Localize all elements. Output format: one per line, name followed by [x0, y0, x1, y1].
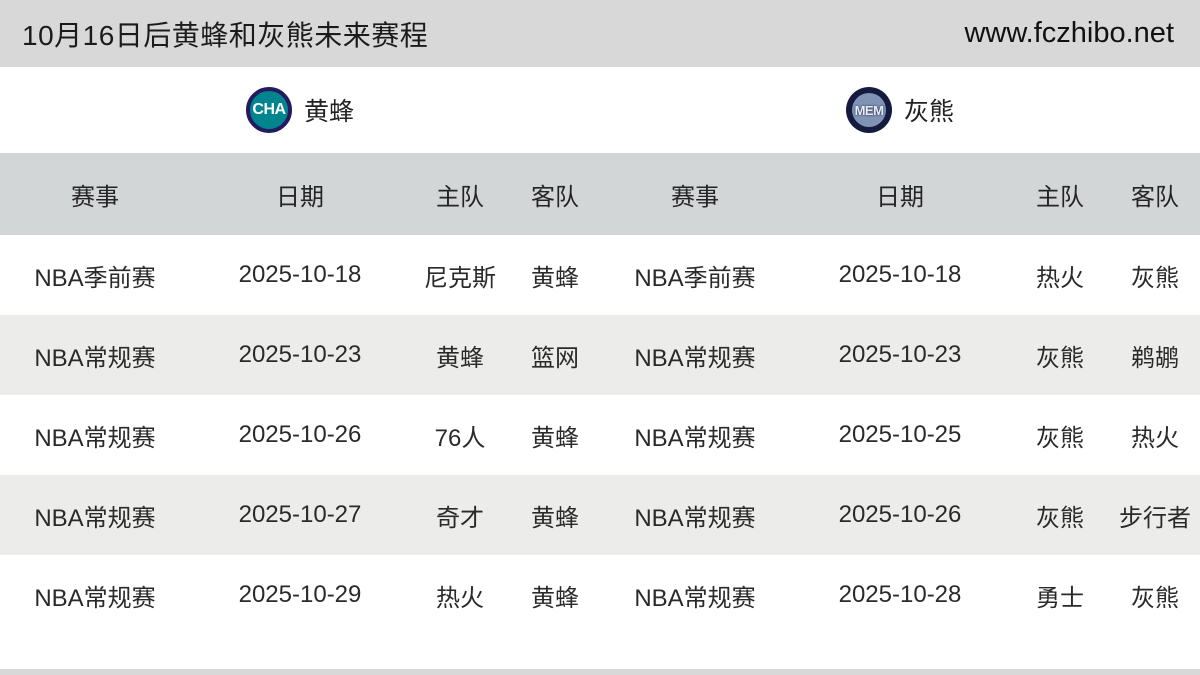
- grizzlies-logo-inner: MEM: [851, 93, 886, 127]
- cell-away: 灰熊: [1131, 584, 1179, 612]
- header-bar: 10月16日后黄蜂和灰熊未来赛程 www.fczhibo.net: [0, 0, 1200, 67]
- cell-date: 2025-10-18: [838, 261, 962, 288]
- cell-home: 热火: [436, 584, 484, 612]
- cell-event: NBA常规赛: [34, 344, 156, 372]
- cell-home: 灰熊: [1036, 344, 1084, 372]
- cell-home: 黄蜂: [436, 344, 484, 372]
- col-header-home-right: 主队: [1036, 183, 1084, 211]
- page-title: 10月16日后黄蜂和灰熊未来赛程: [22, 19, 429, 51]
- cell-away: 黄蜂: [531, 584, 579, 612]
- cell-event: NBA常规赛: [34, 584, 156, 612]
- cell-away: 鹈鹕: [1131, 344, 1179, 372]
- col-header-home-left: 主队: [436, 183, 484, 211]
- cell-home: 灰熊: [1036, 424, 1084, 452]
- team-hornets: CHA 黄蜂: [0, 67, 600, 153]
- cell-event: NBA常规赛: [34, 424, 156, 452]
- col-header-away-left: 客队: [531, 183, 579, 211]
- team-grizzlies: MEM 灰熊: [600, 67, 1200, 153]
- cell-away: 篮网: [531, 344, 579, 372]
- table-row: NBA常规赛 2025-10-23 黄蜂 篮网 NBA常规赛 2025-10-23 灰熊 鹈鹕: [0, 315, 1200, 395]
- table-row: NBA常规赛 2025-10-27 奇才 黄蜂 NBA常规赛 2025-10-26 灰熊 步行…: [0, 475, 1200, 555]
- cell-date: 2025-10-29: [238, 581, 362, 608]
- cell-away: 黄蜂: [531, 264, 579, 292]
- cell-date: 2025-10-25: [838, 421, 962, 448]
- cell-event: NBA季前赛: [34, 264, 156, 292]
- cell-event: NBA常规赛: [634, 424, 756, 452]
- cell-date: 2025-10-26: [238, 421, 362, 448]
- col-header-date-left: 日期: [276, 183, 324, 211]
- cell-date: 2025-10-23: [238, 341, 362, 368]
- cell-event: NBA常规赛: [634, 584, 756, 612]
- col-header-away-right: 客队: [1131, 183, 1179, 211]
- col-header-event-right: 赛事: [671, 183, 719, 211]
- bottom-bar: [0, 669, 1200, 675]
- site-url: www.fczhibo.net: [964, 17, 1174, 49]
- cell-event: NBA常规赛: [34, 504, 156, 532]
- cell-date: 2025-10-23: [838, 341, 962, 368]
- cell-away: 热火: [1131, 424, 1179, 452]
- cell-home: 尼克斯: [424, 264, 496, 292]
- cell-away: 黄蜂: [531, 504, 579, 532]
- table-row: NBA常规赛 2025-10-26 76人 黄蜂 NBA常规赛 2025-10-25 灰熊 热…: [0, 395, 1200, 475]
- cell-event: NBA季前赛: [634, 264, 756, 292]
- cell-home: 勇士: [1036, 584, 1084, 612]
- cell-away: 黄蜂: [531, 424, 579, 452]
- cell-home: 灰熊: [1036, 504, 1084, 532]
- cell-date: 2025-10-27: [238, 501, 362, 528]
- cell-away: 灰熊: [1131, 264, 1179, 292]
- table-row: NBA季前赛 2025-10-18 尼克斯 黄蜂 NBA季前赛 2025-10-18 热火 灰…: [0, 235, 1200, 315]
- cell-home: 热火: [1036, 264, 1084, 292]
- table-header-row: 赛事 日期 主队 客队 赛事 日期 主队 客队: [0, 153, 1200, 235]
- grizzlies-abbr: MEM: [854, 102, 884, 118]
- grizzlies-logo-icon: MEM: [845, 87, 892, 133]
- hornets-logo-icon: CHA: [245, 87, 292, 133]
- cell-date: 2025-10-28: [838, 581, 962, 608]
- table-row: NBA常规赛 2025-10-29 热火 黄蜂 NBA常规赛 2025-10-28 勇士 灰熊: [0, 555, 1200, 635]
- hornets-name: 黄蜂: [303, 98, 354, 126]
- cell-home: 76人: [434, 424, 486, 452]
- hornets-abbr: CHA: [252, 101, 286, 118]
- cell-event: NBA常规赛: [634, 344, 756, 372]
- teams-row: CHA 黄蜂 MEM 灰熊: [0, 67, 1200, 153]
- col-header-date-right: 日期: [876, 183, 924, 211]
- table-body: NBA季前赛 2025-10-18 尼克斯 黄蜂 NBA季前赛 2025-10-18 热火灰…: [0, 235, 1200, 635]
- grizzlies-name: 灰熊: [903, 98, 954, 126]
- cell-home: 奇才: [436, 504, 484, 532]
- cell-event: NBA常规赛: [634, 504, 756, 532]
- bottom-spacer: [0, 635, 1200, 669]
- cell-away: 步行者: [1119, 504, 1191, 532]
- col-header-event-left: 赛事: [71, 183, 119, 211]
- cell-date: 2025-10-26: [838, 501, 962, 528]
- cell-date: 2025-10-18: [238, 261, 362, 288]
